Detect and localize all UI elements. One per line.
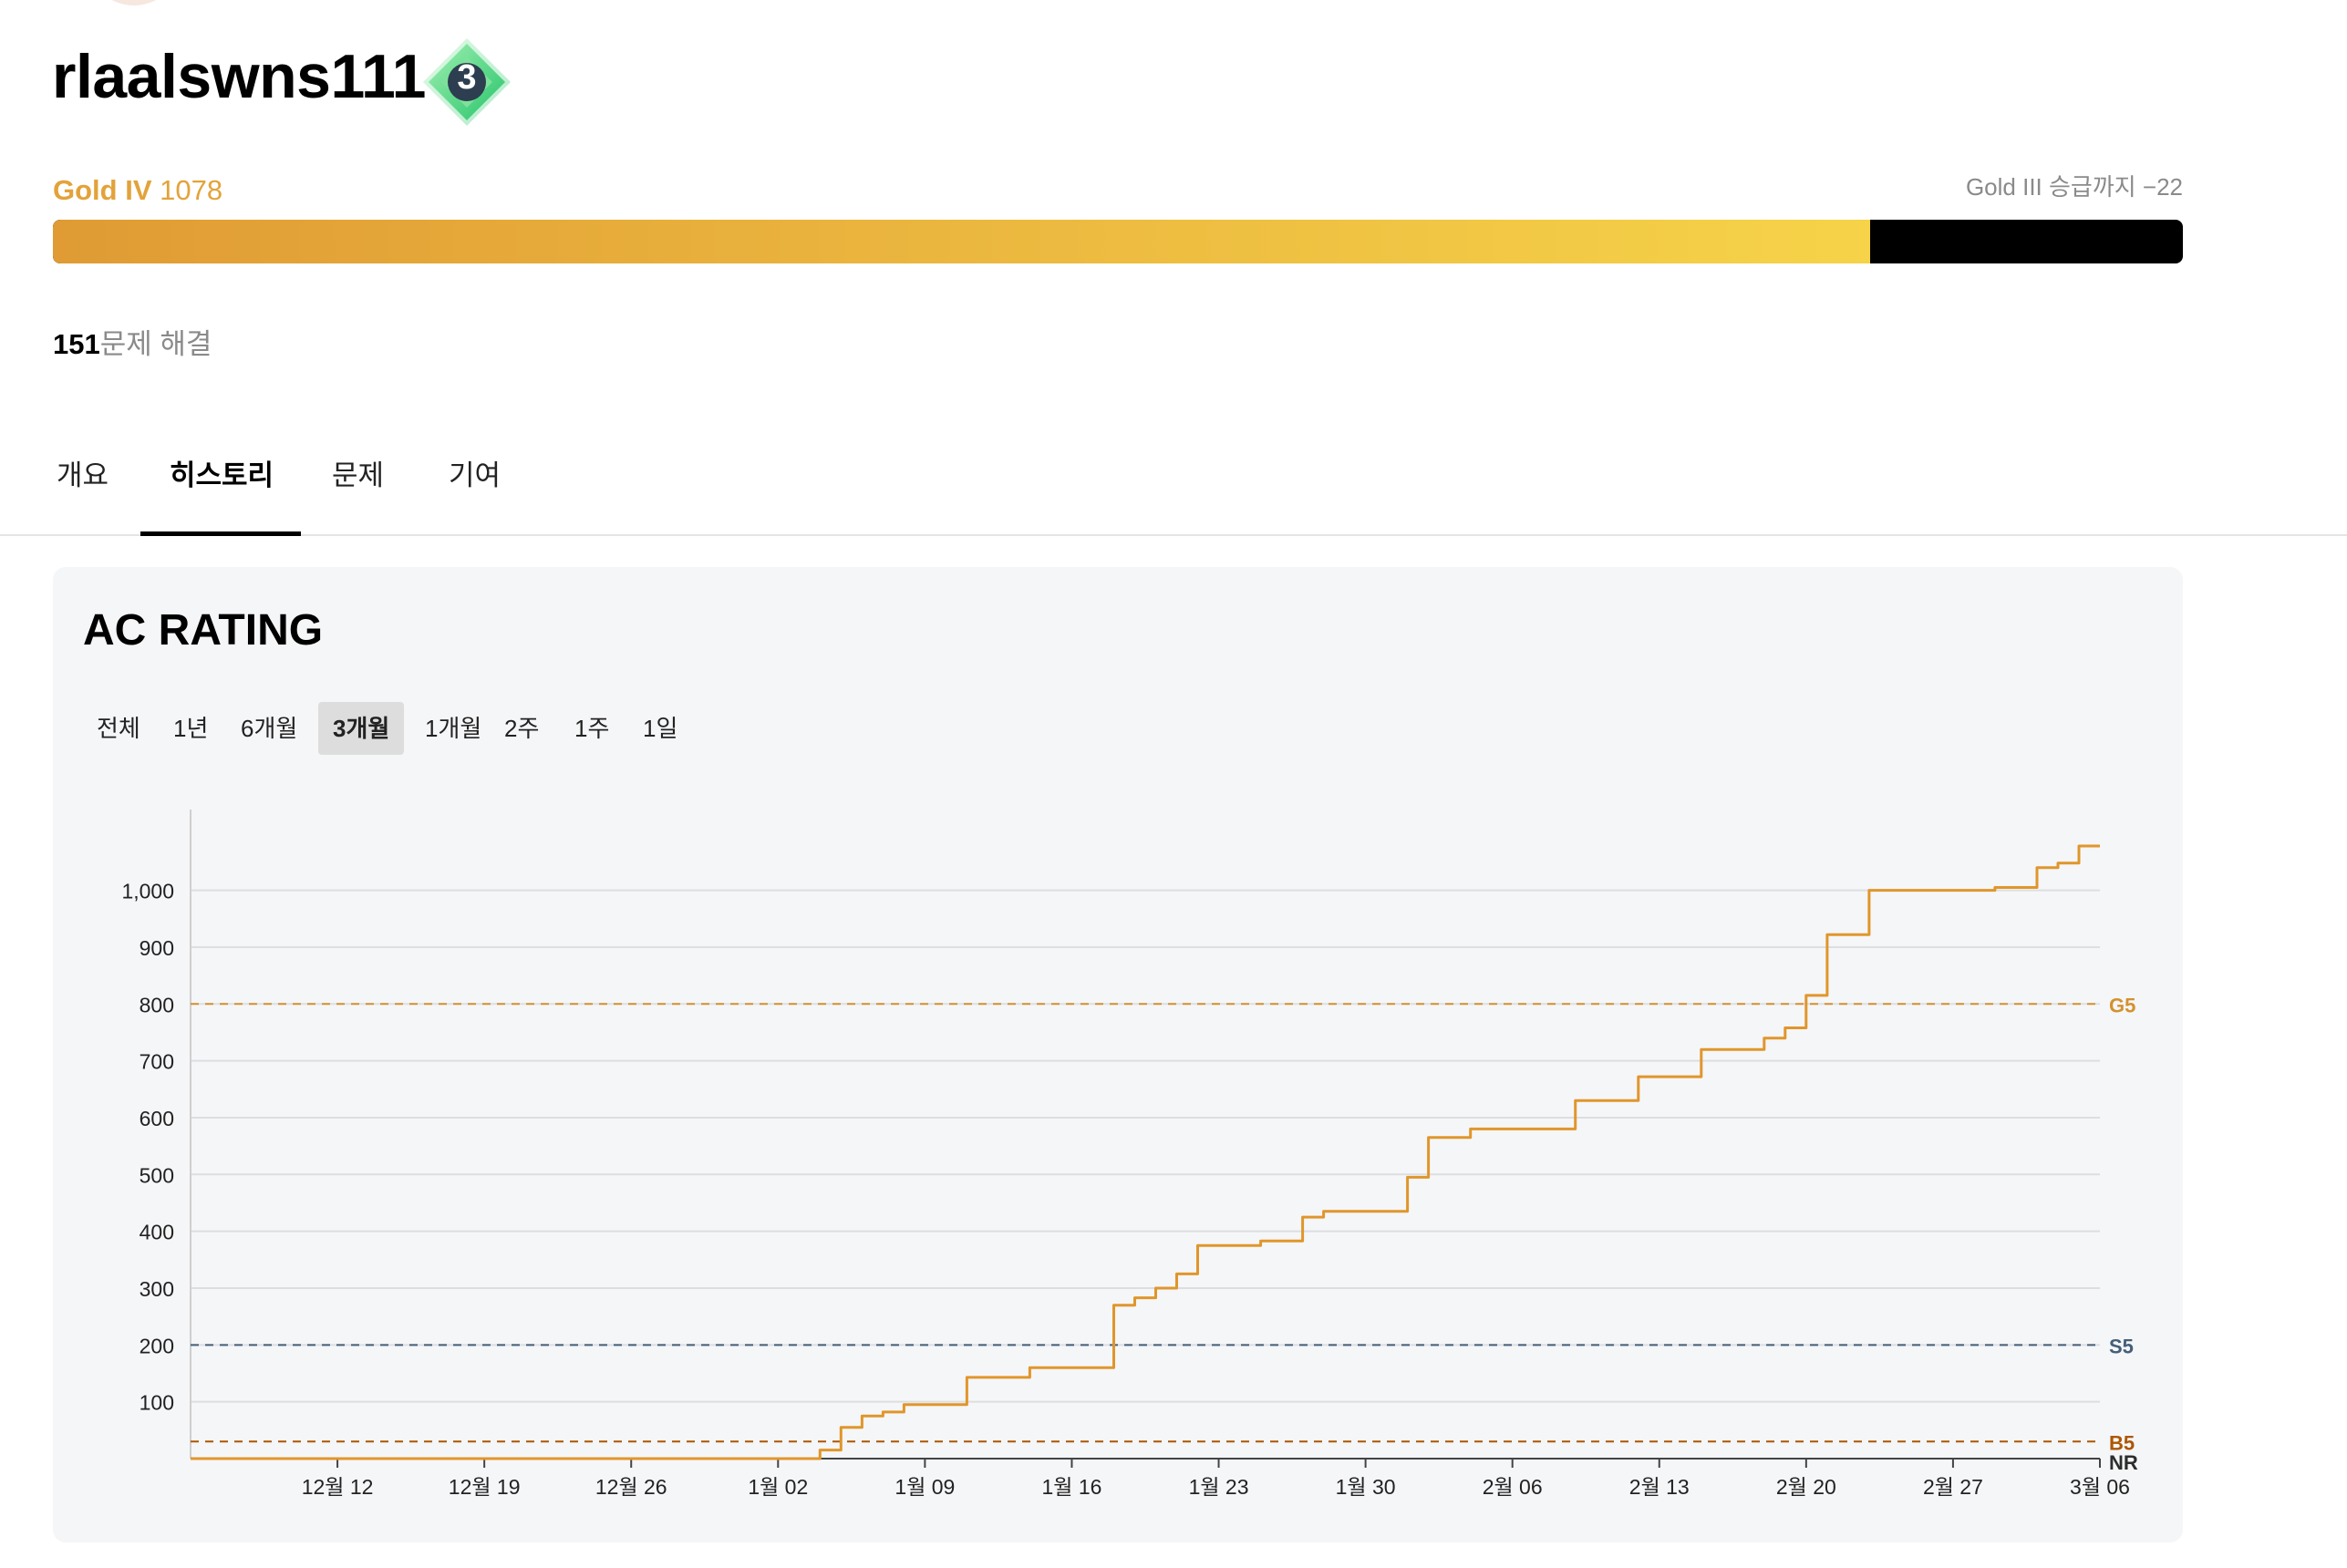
x-tick-label: 12월 19 <box>449 1475 521 1499</box>
tab-problems[interactable]: 문제 <box>332 459 385 491</box>
x-tick-label: 1월 23 <box>1189 1475 1249 1499</box>
y-tick-label: 700 <box>140 1050 174 1074</box>
rating-series-line <box>191 844 2100 1460</box>
y-tick-label: 500 <box>140 1163 174 1187</box>
x-tick-label: 2월 13 <box>1629 1475 1690 1499</box>
x-tick-label: 1월 30 <box>1336 1475 1396 1499</box>
rating-value: 1078 <box>160 174 223 206</box>
y-tick-label: 800 <box>140 993 174 1016</box>
tab-contributions[interactable]: 기여 <box>449 459 501 491</box>
range-1w-button[interactable]: 1주 <box>574 715 610 742</box>
y-tick-label: 900 <box>140 936 174 960</box>
profile-tabs: 개요 히스토리 문제 기여 <box>0 438 2347 536</box>
x-tick-label: 1월 09 <box>894 1475 955 1499</box>
range-1d-button[interactable]: 1일 <box>643 715 678 742</box>
tier-name: Gold IV <box>53 174 152 206</box>
tab-history[interactable]: 히스토리 <box>170 459 274 491</box>
range-all-button[interactable]: 전체 <box>97 715 140 742</box>
threshold-label: B5 <box>2109 1431 2135 1454</box>
username: rlaalswns111 <box>52 42 426 111</box>
x-tick-label: 2월 06 <box>1483 1475 1543 1499</box>
threshold-label: G5 <box>2109 994 2135 1016</box>
y-tick-label: 400 <box>140 1221 174 1244</box>
x-tick-label: 3월 06 <box>2070 1475 2130 1499</box>
x-tick-label: 2월 20 <box>1776 1475 1836 1499</box>
range-2w-button[interactable]: 2주 <box>504 715 540 742</box>
rank-label: Gold IV 1078 <box>53 173 222 208</box>
y-tick-label: 300 <box>140 1277 174 1301</box>
x-tick-label: 12월 26 <box>595 1475 667 1499</box>
y-tick-label: 200 <box>140 1334 174 1357</box>
y-tick-label: 100 <box>140 1391 174 1415</box>
x-tick-label: 2월 27 <box>1923 1475 1983 1499</box>
avatar <box>87 0 181 5</box>
x-tick-label: 1월 16 <box>1041 1475 1101 1499</box>
x-tick-label: 12월 12 <box>302 1475 374 1499</box>
solved-summary: 151문제 해결 <box>53 326 212 363</box>
ac-rating-card: AC RATING 전체 1년 6개월 3개월 1개월 2주 1주 1일 100… <box>53 567 2183 1542</box>
rating-chart: 100 200 300 400 500 600 700 800 900 1,000 12월 12 12… <box>121 810 2138 1499</box>
tier-badge-number: 3 <box>457 58 477 97</box>
solved-count: 151 <box>53 328 100 360</box>
tier-badge-icon: 3 <box>421 36 512 128</box>
x-tick-label: 1월 02 <box>748 1475 808 1499</box>
range-6m-button[interactable]: 6개월 <box>241 715 298 742</box>
range-1y-button[interactable]: 1년 <box>173 715 209 742</box>
rating-progress-bar <box>53 220 2183 263</box>
threshold-label: S5 <box>2109 1335 2134 1357</box>
y-tick-label: 600 <box>140 1107 174 1130</box>
y-tick-label: 1,000 <box>121 880 174 903</box>
solved-label: 문제 해결 <box>99 328 212 360</box>
threshold-label: NR <box>2109 1451 2138 1474</box>
range-1m-button[interactable]: 1개월 <box>425 715 482 742</box>
promotion-remaining: Gold III 승급까지 −22 <box>1965 173 2183 201</box>
active-tab-indicator <box>140 531 301 536</box>
card-title: AC RATING <box>83 606 324 655</box>
tab-overview[interactable]: 개요 <box>57 459 109 491</box>
rating-progress-fill <box>53 220 1870 263</box>
range-3m-button[interactable]: 3개월 <box>318 702 405 755</box>
